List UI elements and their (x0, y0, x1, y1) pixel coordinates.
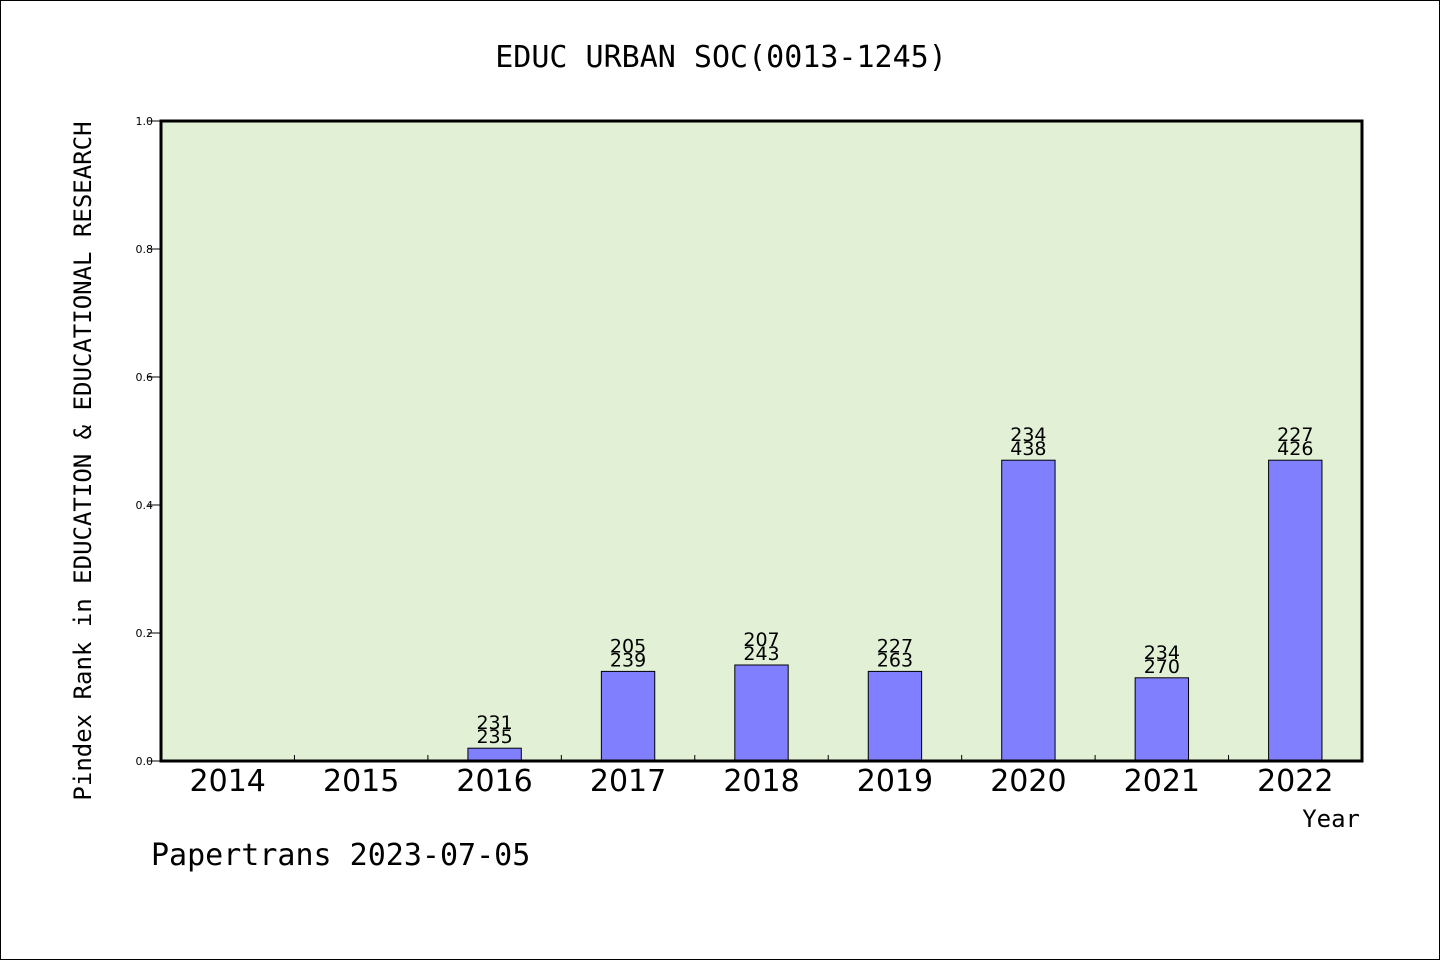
bar-2022 (1268, 459, 1323, 762)
bar-label-bottom: 438 (1010, 438, 1046, 460)
bar-2020 (1001, 459, 1056, 762)
y-tick-label: 0.2 (136, 627, 154, 640)
bar-label-top: 205 (610, 635, 646, 657)
bar-label-bottom: 235 (476, 726, 512, 748)
bar-label-bottom: 239 (610, 649, 646, 671)
y-tick-label: 1.0 (136, 115, 154, 128)
y-tick-label: 0.6 (136, 371, 154, 384)
y-axis-label: Pindex Rank in EDUCATION & EDUCATIONAL R… (69, 121, 97, 800)
bar-2018 (734, 664, 789, 762)
bar-2021 (1134, 677, 1190, 762)
x-tick-label: 2017 (590, 764, 666, 799)
y-tick-label: 0.4 (136, 499, 154, 512)
x-tick-label: 2019 (857, 764, 933, 799)
x-tick-label: 2021 (1124, 764, 1200, 799)
x-tick-label: 2020 (990, 764, 1066, 799)
bar-label-top: 227 (1277, 424, 1313, 446)
bar-2017 (600, 670, 656, 762)
bar-label-bottom: 270 (1144, 656, 1180, 678)
plot-border (159, 119, 1364, 763)
x-tick-label: 2018 (723, 764, 799, 799)
bar-label-top: 207 (743, 629, 779, 651)
y-tick-label: 0.0 (136, 755, 154, 768)
bar-label-top: 231 (476, 712, 512, 734)
chart-title: EDUC URBAN SOC(0013-1245) (495, 40, 947, 75)
bar-label-bottom: 426 (1277, 438, 1313, 460)
x-tick-label: 2014 (190, 764, 266, 799)
x-tick-label: 2016 (456, 764, 532, 799)
bar-label-top: 234 (1010, 424, 1046, 446)
x-tick-label: 2015 (323, 764, 399, 799)
bar-label-bottom: 243 (743, 643, 779, 665)
bar-label-top: 234 (1144, 642, 1180, 664)
bar-label-bottom: 263 (877, 649, 913, 671)
ticks-group: 0.0 0.2 0.4 0.6 0.8 1.0 2014 2015 2016 2017 2018 20… (136, 115, 1334, 799)
footer-credit: Papertrans 2023-07-05 (151, 838, 530, 873)
x-axis-label: Year (1302, 805, 1360, 833)
x-tick-label: 2022 (1257, 764, 1333, 799)
bar-2019 (867, 670, 923, 762)
y-tick-label: 0.8 (136, 243, 154, 256)
plot-area (161, 121, 1362, 761)
bar-label-top: 227 (877, 635, 913, 657)
bar-2016 (467, 747, 522, 762)
